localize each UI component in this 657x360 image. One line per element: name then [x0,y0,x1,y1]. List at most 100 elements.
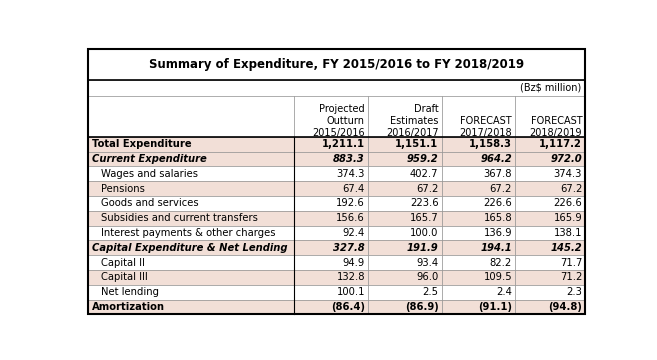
Bar [515,96,585,137]
Text: 67.2: 67.2 [489,184,512,194]
Text: (86.4): (86.4) [331,302,365,312]
Text: 1,117.2: 1,117.2 [539,139,582,149]
Text: 138.1: 138.1 [554,228,582,238]
Text: 136.9: 136.9 [484,228,512,238]
Text: (94.8): (94.8) [548,302,582,312]
Text: Total Expenditure: Total Expenditure [92,139,192,149]
Bar [442,270,515,285]
Text: Wages and salaries: Wages and salaries [101,169,198,179]
Bar [294,152,368,166]
Bar [88,181,294,196]
Text: Projected: Projected [319,104,365,114]
Bar [88,300,294,314]
Text: Outturn: Outturn [327,116,365,126]
Bar [368,225,442,240]
Bar [88,137,294,152]
Text: 132.8: 132.8 [336,272,365,282]
Bar [442,255,515,270]
Text: 92.4: 92.4 [343,228,365,238]
Bar [88,225,294,240]
Bar [515,137,585,152]
Text: Summary of Expenditure, FY 2015/2016 to FY 2018/2019: Summary of Expenditure, FY 2015/2016 to … [149,58,524,71]
Text: 374.3: 374.3 [336,169,365,179]
Text: 100.0: 100.0 [410,228,438,238]
Text: 71.2: 71.2 [560,272,582,282]
Bar [368,270,442,285]
Text: 94.9: 94.9 [343,257,365,267]
Bar [294,96,368,137]
Bar [88,80,585,96]
Bar [442,196,515,211]
Bar [88,240,294,255]
Bar [515,300,585,314]
Text: 226.6: 226.6 [553,198,582,208]
Bar [368,166,442,181]
Text: 192.6: 192.6 [336,198,365,208]
Text: 145.2: 145.2 [551,243,582,253]
Text: 1,158.3: 1,158.3 [469,139,512,149]
Text: 2.4: 2.4 [496,287,512,297]
Bar [442,211,515,225]
Text: Capital Expenditure & Net Lending: Capital Expenditure & Net Lending [92,243,288,253]
Text: 96.0: 96.0 [417,272,438,282]
Text: 402.7: 402.7 [410,169,438,179]
Bar [515,270,585,285]
Bar [515,255,585,270]
Text: FORECAST: FORECAST [530,116,582,126]
Bar [294,255,368,270]
Bar [368,211,442,225]
Bar [442,240,515,255]
Text: 194.1: 194.1 [480,243,512,253]
Bar [88,255,294,270]
Text: 71.7: 71.7 [560,257,582,267]
Text: 165.8: 165.8 [484,213,512,223]
Bar [442,152,515,166]
Bar [515,181,585,196]
Text: 156.6: 156.6 [336,213,365,223]
Text: Pensions: Pensions [101,184,145,194]
Text: 2016/2017: 2016/2017 [386,128,438,138]
Bar [368,300,442,314]
Bar [368,137,442,152]
Text: Interest payments & other charges: Interest payments & other charges [101,228,275,238]
Bar [294,240,368,255]
Text: 100.1: 100.1 [336,287,365,297]
Bar [88,270,294,285]
Text: 2015/2016: 2015/2016 [312,128,365,138]
Text: Net lending: Net lending [101,287,159,297]
Text: 1,211.1: 1,211.1 [322,139,365,149]
Bar [294,181,368,196]
Text: 883.3: 883.3 [333,154,365,164]
Text: Estimates: Estimates [390,116,438,126]
Bar [442,137,515,152]
Text: 2.3: 2.3 [566,287,582,297]
Bar [368,255,442,270]
Text: Subsidies and current transfers: Subsidies and current transfers [101,213,258,223]
Bar [88,211,294,225]
Bar [442,181,515,196]
Text: 93.4: 93.4 [417,257,438,267]
Text: 191.9: 191.9 [407,243,438,253]
Text: 109.5: 109.5 [484,272,512,282]
Text: 82.2: 82.2 [490,257,512,267]
Text: (86.9): (86.9) [405,302,438,312]
Bar [88,196,294,211]
Text: FORECAST: FORECAST [461,116,512,126]
Text: 1,151.1: 1,151.1 [396,139,438,149]
Bar [294,225,368,240]
Bar [515,196,585,211]
Bar [368,181,442,196]
Text: 165.9: 165.9 [553,213,582,223]
Bar [88,96,294,137]
Bar [515,152,585,166]
Text: 327.8: 327.8 [333,243,365,253]
Text: 2.5: 2.5 [422,287,438,297]
Text: 223.6: 223.6 [410,198,438,208]
Bar [294,196,368,211]
Text: 67.2: 67.2 [416,184,438,194]
Bar [294,137,368,152]
Bar [442,166,515,181]
Text: 367.8: 367.8 [484,169,512,179]
Bar [442,285,515,300]
Text: 67.2: 67.2 [560,184,582,194]
